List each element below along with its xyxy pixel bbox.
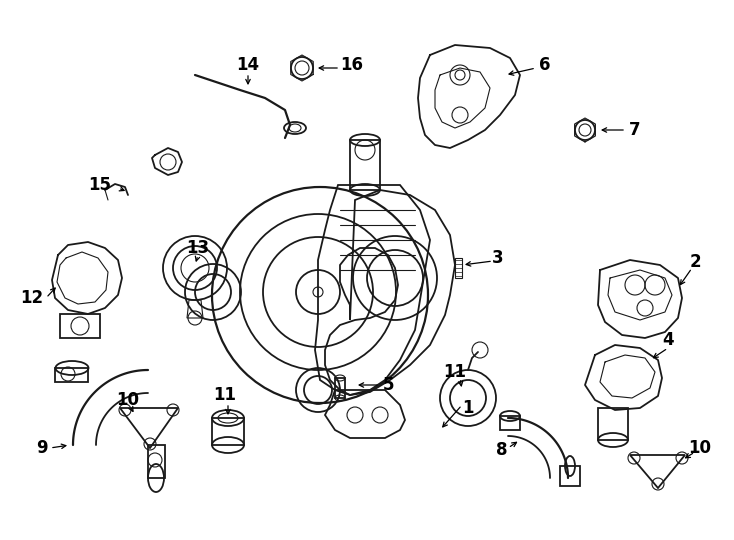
Text: 2: 2	[689, 253, 701, 271]
Text: 1: 1	[462, 399, 473, 417]
Text: 16: 16	[341, 56, 363, 74]
Text: 10: 10	[117, 391, 139, 409]
Text: 6: 6	[539, 56, 550, 74]
Text: 3: 3	[493, 249, 504, 267]
Text: 13: 13	[186, 239, 210, 257]
Text: 5: 5	[382, 376, 393, 394]
Text: 14: 14	[236, 56, 260, 74]
Text: 10: 10	[688, 439, 711, 457]
Text: 7: 7	[629, 121, 641, 139]
Text: 11: 11	[443, 363, 467, 381]
Text: 9: 9	[36, 439, 48, 457]
Text: 8: 8	[496, 441, 508, 459]
Text: 15: 15	[89, 176, 112, 194]
Text: 11: 11	[214, 386, 236, 404]
Text: 12: 12	[21, 289, 43, 307]
Text: 4: 4	[662, 331, 674, 349]
